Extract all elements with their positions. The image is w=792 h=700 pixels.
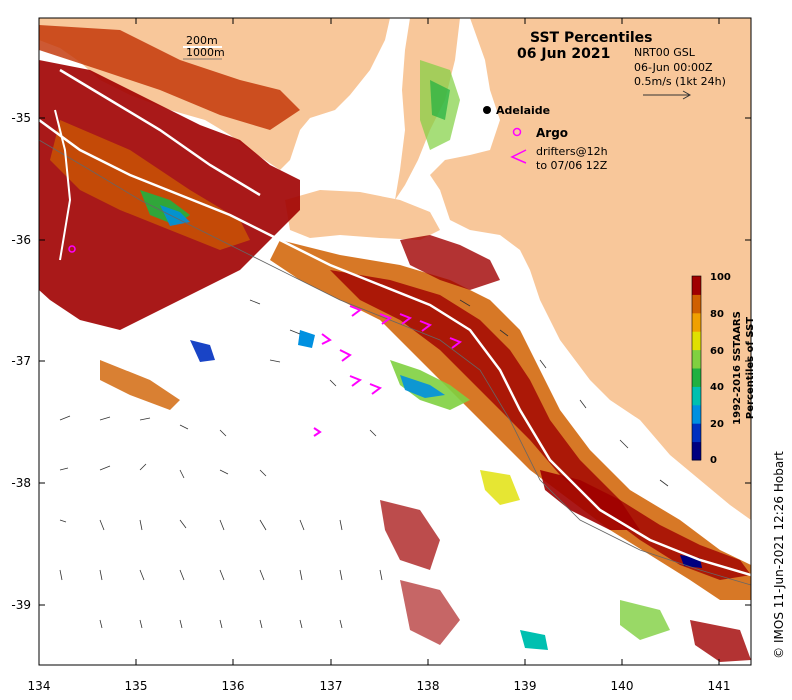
- colorbar: [691, 275, 702, 461]
- credit-label: © IMOS 11-Jun-2021 12:26 Hobart: [772, 451, 786, 659]
- y-tick-label: -38: [11, 476, 31, 490]
- colorbar-band: [692, 349, 701, 369]
- map-title: SST Percentiles: [530, 30, 653, 46]
- colorbar-tick: 100: [710, 272, 731, 283]
- colorbar-tick: 20: [710, 419, 724, 430]
- y-tick-label: -36: [11, 233, 31, 247]
- scale-arrow-icon: [643, 90, 692, 100]
- colorbar-band: [692, 386, 701, 406]
- sst-field: [39, 25, 751, 662]
- x-tick-label: 141: [708, 679, 731, 693]
- y-axis-ticks: [39, 117, 751, 606]
- depth-200-label: 200m: [186, 34, 218, 47]
- y-tick-label: -39: [11, 598, 31, 612]
- colorbar-tick: 0: [710, 455, 717, 466]
- argo-legend-icon: [512, 127, 522, 137]
- colorbar-band: [692, 368, 701, 387]
- colorbar-tick: 60: [710, 346, 724, 357]
- colorbar-tick: 80: [710, 309, 724, 320]
- land-mainland: [430, 18, 751, 520]
- argo-legend-label: Argo: [536, 126, 568, 140]
- colorbar-label-2: Percentiles of SST: [745, 317, 756, 419]
- time-label: 06-Jun 00:00Z: [634, 61, 713, 74]
- colorbar-frame: [691, 275, 702, 461]
- land-kangaroo-island: [285, 190, 440, 240]
- argo-float-marker: [68, 245, 76, 253]
- depth-1000-label: 1000m: [186, 46, 225, 59]
- x-tick-label: 138: [417, 679, 440, 693]
- x-tick-label: 139: [514, 679, 537, 693]
- colorbar-band: [692, 312, 701, 332]
- map-date: 06 Jun 2021: [517, 46, 610, 62]
- x-axis-ticks: [38, 18, 720, 665]
- colorbar-band: [692, 441, 701, 461]
- drifter-legend-icon: [510, 149, 527, 164]
- colorbar-tick: 40: [710, 382, 724, 393]
- y-tick-label: -37: [11, 354, 31, 368]
- colorbar-band: [692, 276, 701, 295]
- x-tick-label: 134: [28, 679, 51, 693]
- x-tick-label: 136: [222, 679, 245, 693]
- x-tick-label: 135: [125, 679, 148, 693]
- x-tick-label: 137: [320, 679, 343, 693]
- colorbar-label-1: 1992-2016 SSTAARS: [732, 311, 743, 425]
- bathymetry-contours: [39, 68, 751, 586]
- drifter-legend-label-2: to 07/06 12Z: [536, 159, 608, 172]
- drifter-legend-label-1: drifters@12h: [536, 145, 608, 158]
- current-vectors: [59, 299, 669, 629]
- drifter-tracks: [313, 305, 463, 437]
- plot-frame: [38, 17, 752, 666]
- colorbar-band: [692, 423, 701, 443]
- colorbar-band: [692, 404, 701, 424]
- x-tick-label: 140: [611, 679, 634, 693]
- product-label: NRT00 GSL: [634, 46, 696, 59]
- adelaide-label: Adelaide: [496, 104, 550, 117]
- colorbar-band: [692, 331, 701, 351]
- land-fleurieu: [440, 190, 500, 235]
- y-tick-label: -35: [11, 111, 31, 125]
- colorbar-band: [692, 294, 701, 314]
- adelaide-dot-icon: [483, 106, 491, 114]
- scale-label: 0.5m/s (1kt 24h): [634, 75, 726, 88]
